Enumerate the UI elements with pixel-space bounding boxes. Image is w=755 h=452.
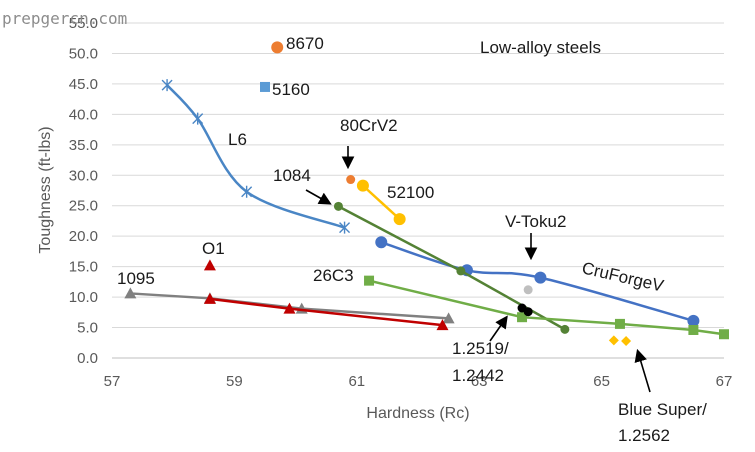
series-o1 — [203, 259, 216, 271]
series-8670 — [271, 41, 284, 54]
watermark: prepgercn.com — [2, 9, 127, 28]
y-tick-label: 10.0 — [69, 289, 98, 306]
series-label: 5160 — [272, 80, 310, 99]
x-tick-label: 61 — [348, 373, 365, 390]
series-label: CruForgeV — [580, 258, 666, 295]
series — [124, 41, 729, 346]
series-label: L6 — [228, 130, 247, 149]
data-point-26c3 — [614, 318, 625, 329]
y-tick-label: 0.0 — [77, 350, 98, 367]
data-point-blue-super-1-2562 — [621, 335, 632, 346]
data-point-1-2519-1-2442 — [523, 307, 533, 317]
series-line-o1 — [209, 297, 443, 327]
series-line-26c3 — [368, 279, 725, 336]
x-tick-label: 67 — [716, 373, 733, 390]
data-point-v-toku2 — [523, 285, 533, 295]
data-point-1095 — [442, 312, 455, 324]
series-1-2519-1-2442 — [517, 303, 533, 317]
series-label: V-Toku2 — [505, 212, 566, 231]
x-tick-label: 57 — [104, 373, 121, 390]
data-point-o1 — [436, 319, 449, 331]
annotation-arrow — [489, 315, 508, 342]
x-tick-label: 59 — [226, 373, 243, 390]
y-tick-label: 35.0 — [69, 137, 98, 154]
annotation-arrow — [305, 189, 332, 205]
y-tick-label: 15.0 — [69, 259, 98, 276]
y-tick-label: 40.0 — [69, 106, 98, 123]
y-axis-title: Toughness (ft-lbs) — [37, 126, 54, 253]
axes: 0.0 5.0 10.0 15.0 20.0 25.0 30.0 35.0 40.0 45.0 50… — [69, 15, 733, 390]
data-point-1095 — [124, 287, 137, 299]
data-point-o1 — [203, 292, 216, 304]
data-point-8670 — [271, 41, 284, 54]
series-label: Blue Super/ — [618, 400, 707, 419]
data-point-1084 — [456, 266, 466, 276]
series-label: O1 — [202, 239, 225, 258]
x-tick-label: 65 — [593, 373, 610, 390]
series-line-cruforgev — [380, 241, 694, 323]
data-point-52100 — [393, 213, 406, 226]
data-point-80crv2 — [346, 175, 356, 185]
series-5160 — [260, 81, 270, 92]
data-point-l6 — [241, 185, 253, 198]
data-point-5160 — [260, 81, 270, 92]
data-point-l6 — [192, 112, 204, 125]
chart-title: Low-alloy steels — [480, 38, 601, 57]
data-point-cruforgev — [375, 236, 388, 249]
y-tick-label: 30.0 — [69, 167, 98, 184]
series-v-toku2 — [523, 285, 533, 295]
series-o1 — [203, 292, 449, 331]
x-axis-title: Hardness (Rc) — [366, 405, 469, 422]
data-point-1084 — [560, 324, 570, 334]
y-tick-label: 45.0 — [69, 76, 98, 93]
data-point-l6 — [339, 221, 351, 234]
gridlines — [112, 22, 724, 359]
data-point-cruforgev — [687, 314, 700, 327]
data-point-26c3 — [688, 324, 699, 335]
data-point-blue-super-1-2562 — [608, 335, 619, 346]
series-label: 1084 — [273, 166, 311, 185]
series-l6 — [161, 79, 351, 234]
series-label: 1.2442 — [452, 366, 504, 385]
series-label: 1.2562 — [618, 426, 670, 445]
series-label: 52100 — [387, 183, 434, 202]
data-point-26c3 — [719, 329, 729, 340]
data-point-l6 — [161, 79, 173, 92]
y-tick-label: 20.0 — [69, 228, 98, 245]
series-label: 1095 — [117, 269, 155, 288]
y-tick-label: 25.0 — [69, 198, 98, 215]
y-tick-label: 55.0 — [69, 15, 98, 32]
annotation-arrow — [634, 348, 651, 393]
series-label: 26C3 — [313, 266, 354, 285]
series-label: 80CrV2 — [340, 116, 398, 135]
data-point-o1 — [203, 259, 216, 271]
data-point-26c3 — [364, 275, 375, 286]
y-tick-label: 5.0 — [77, 320, 98, 337]
data-point-52100 — [356, 179, 369, 192]
x-tick-label: 63 — [471, 373, 488, 390]
data-point-26c3 — [517, 312, 528, 323]
series-80crv2 — [346, 175, 356, 185]
y-tick-label: 50.0 — [69, 45, 98, 62]
series-52100 — [356, 179, 406, 226]
series-line-l6 — [166, 84, 345, 229]
series-line-52100 — [362, 184, 401, 221]
series-blue-super-1-2562 — [608, 335, 632, 346]
series-26c3 — [364, 275, 729, 340]
data-point-o1 — [283, 302, 296, 314]
annotations: 8670 5160 L6 80CrV2 1084 52100 V-Toku2 O1 26C3 10… — [117, 34, 707, 445]
series-label: 8670 — [286, 34, 324, 53]
data-point-cruforgev — [534, 271, 547, 284]
series-label: 1.2519/ — [452, 339, 509, 358]
data-point-1084 — [333, 201, 343, 211]
